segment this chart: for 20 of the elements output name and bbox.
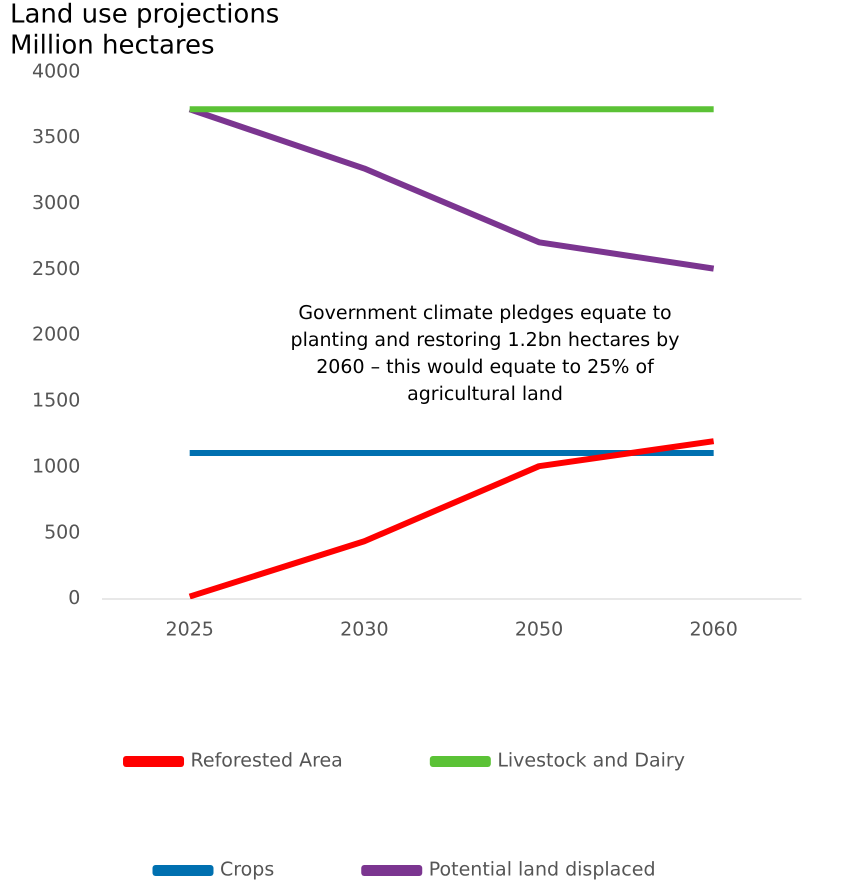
y-tick-label: 3500 (32, 126, 80, 148)
x-tick-label: 2030 (340, 618, 389, 641)
chart-subtitle: Million hectares (10, 30, 215, 61)
legend-label: Livestock and Dairy (497, 749, 685, 772)
legend-label: Crops (220, 858, 274, 880)
y-tick-label: 1000 (32, 455, 80, 478)
chart-title: Land use projections (10, 0, 280, 30)
y-tick-label: 4000 (32, 60, 80, 82)
y-tick-label: 500 (44, 521, 80, 544)
y-tick-label: 3000 (32, 192, 80, 214)
x-tick-label: 2050 (514, 618, 564, 641)
y-tick-label: 2500 (32, 258, 80, 280)
legend-label: Potential land displaced (428, 858, 656, 880)
x-tick-label: 2025 (166, 618, 214, 641)
y-tick-label: 0 (68, 587, 80, 610)
annotation: Government climate pledges equate to planting and restoring 1.2bn hectares by 2060 – this would equate to 25% of agricultural land (285, 300, 685, 408)
legend-label: Reforested Area (190, 749, 343, 772)
y-tick-label: 1500 (32, 390, 80, 412)
x-tick-label: 2060 (689, 618, 738, 641)
y-tick-label: 2000 (32, 324, 80, 346)
